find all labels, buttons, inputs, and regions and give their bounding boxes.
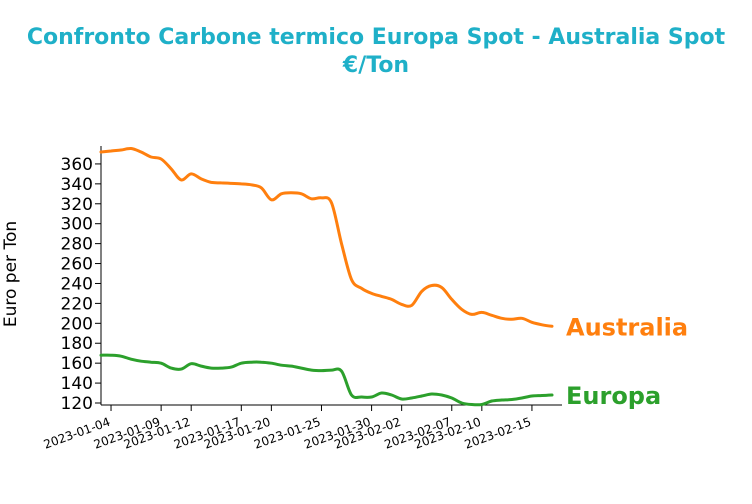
y-tick-label: 260 — [61, 255, 93, 275]
series-line-europa — [99, 353, 554, 407]
series-label-australia: Australia — [566, 313, 688, 341]
y-tick-label: 320 — [61, 195, 93, 215]
series-line-australia — [99, 146, 554, 328]
chart-title-line-2: €/Ton — [342, 53, 410, 78]
y-tick-label: 280 — [61, 235, 93, 255]
y-tick-label: 200 — [61, 314, 93, 334]
series-label-europa: Europa — [566, 382, 661, 410]
chart-title-line-1: Confronto Carbone termico Europa Spot - … — [26, 25, 726, 50]
y-tick-label: 160 — [61, 354, 93, 374]
y-tick-label: 300 — [61, 215, 93, 235]
y-tick-label: 140 — [61, 374, 93, 394]
y-tick-label: 120 — [61, 394, 93, 414]
y-tick-label: 180 — [61, 334, 93, 354]
x-axis: 2023-01-042023-01-092023-01-122023-01-17… — [42, 404, 562, 452]
y-tick-label: 340 — [61, 175, 93, 195]
y-tick-label: 240 — [61, 274, 93, 294]
series-lines: Australia Europa — [99, 146, 688, 410]
y-tick-label: 360 — [61, 155, 93, 175]
y-tick-label: 220 — [61, 294, 93, 314]
chart-title: Confronto Carbone termico Europa Spot - … — [0, 24, 752, 80]
y-axis-label: Euro per Ton — [1, 221, 21, 327]
